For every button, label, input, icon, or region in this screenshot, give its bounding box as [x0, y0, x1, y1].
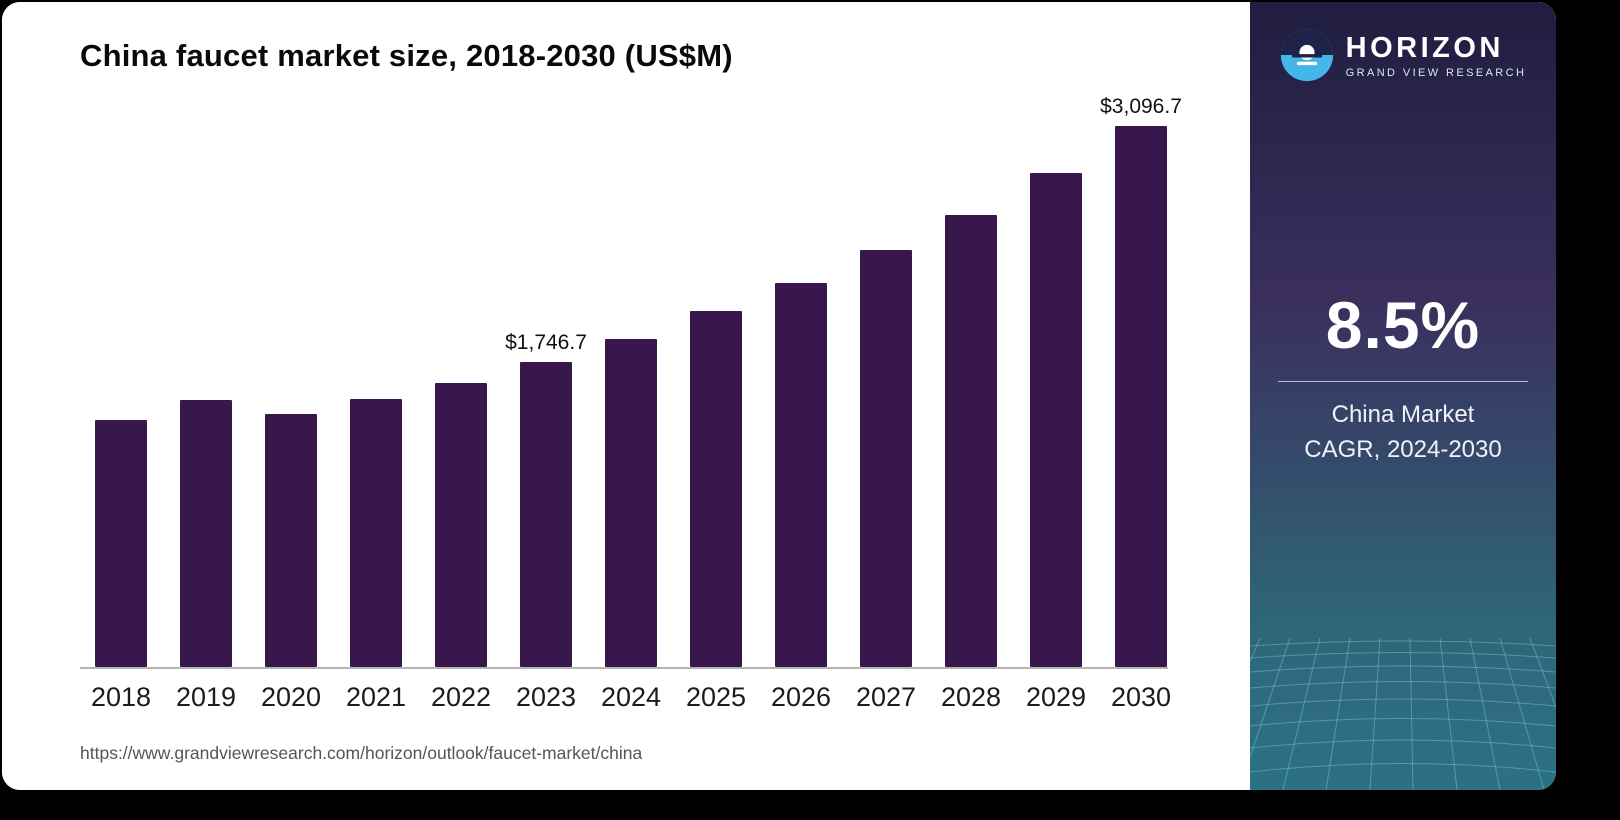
- stat-caption: China Market CAGR, 2024-2030: [1274, 398, 1532, 468]
- bar-group: [265, 381, 317, 667]
- horizon-logo-icon: [1280, 28, 1333, 82]
- bar-group: [95, 387, 147, 667]
- bar-chart: $1,746.7 $3,096.7 2018 2019 2020 2021 2022 202…: [80, 84, 1182, 713]
- stat-caption-line1: China Market: [1331, 401, 1475, 428]
- x-tick-2024: 2024: [600, 682, 662, 712]
- x-tick-2030: 2030: [1110, 682, 1172, 712]
- x-tick-2022: 2022: [430, 682, 492, 712]
- bar-2024: [605, 339, 657, 667]
- bar-group: [945, 182, 997, 667]
- bar-2018: [95, 420, 147, 667]
- bar-group: [350, 366, 402, 667]
- wireframe-mesh-decoration: [1250, 637, 1556, 790]
- bar-group: [860, 217, 912, 667]
- brand-name: HORIZON: [1345, 31, 1504, 64]
- bar-value-label-2023: $1,746.7: [505, 331, 587, 354]
- bar-2026: [775, 283, 827, 667]
- brand-subtitle: GRAND VIEW RESEARCH: [1345, 66, 1527, 79]
- x-axis-labels: 2018 2019 2020 2021 2022 2023 2024 2025 2026 2027…: [80, 682, 1172, 713]
- x-tick-2029: 2029: [1025, 682, 1087, 712]
- stat-divider: [1278, 381, 1528, 382]
- bar-group: [1030, 140, 1082, 667]
- bar-group: [775, 250, 827, 667]
- bar-value-label-2030: $3,096.7: [1100, 95, 1182, 118]
- stat-block: 8.5% China Market CAGR, 2024-2030: [1250, 287, 1556, 468]
- x-tick-2026: 2026: [770, 682, 832, 712]
- brand-text: HORIZON GRAND VIEW RESEARCH: [1346, 32, 1527, 79]
- bar-2027: [860, 250, 912, 667]
- bar-2025: [690, 311, 742, 667]
- cagr-value: 8.5%: [1325, 288, 1481, 362]
- x-tick-2025: 2025: [685, 682, 747, 712]
- bar-group: $3,096.7: [1100, 93, 1182, 667]
- x-tick-2021: 2021: [345, 682, 407, 712]
- x-tick-2028: 2028: [940, 682, 1002, 712]
- chart-area: China faucet market size, 2018-2030 (US$…: [2, 2, 1250, 790]
- bar-2023: [520, 362, 572, 667]
- chart-title: China faucet market size, 2018-2030 (US$…: [80, 38, 733, 73]
- x-tick-2023: 2023: [515, 682, 577, 712]
- bar-2022: [435, 383, 487, 667]
- x-tick-2018: 2018: [90, 682, 152, 712]
- bar-2029: [1030, 173, 1082, 667]
- bar-group: $1,746.7: [505, 329, 587, 667]
- x-tick-2020: 2020: [260, 682, 322, 712]
- bar-2028: [945, 215, 997, 667]
- bar-2019: [180, 400, 232, 667]
- bar-2021: [350, 399, 402, 667]
- report-card: China faucet market size, 2018-2030 (US$…: [2, 2, 1556, 790]
- bar-group: [690, 278, 742, 667]
- logo: HORIZON GRAND VIEW RESEARCH: [1250, 2, 1556, 82]
- source-url: https://www.grandviewresearch.com/horizo…: [80, 743, 643, 763]
- bar-group: [435, 350, 487, 667]
- bar-series: $1,746.7 $3,096.7: [80, 84, 1182, 669]
- x-tick-2019: 2019: [175, 682, 237, 712]
- bar-group: [180, 367, 232, 667]
- bar-2020: [265, 414, 317, 667]
- brand-panel: HORIZON GRAND VIEW RESEARCH 8.5% China M…: [1250, 2, 1556, 790]
- bar-group: [605, 306, 657, 667]
- stat-caption-line2: CAGR, 2024-2030: [1304, 435, 1502, 463]
- x-tick-2027: 2027: [855, 682, 917, 712]
- bar-2030: [1115, 126, 1167, 667]
